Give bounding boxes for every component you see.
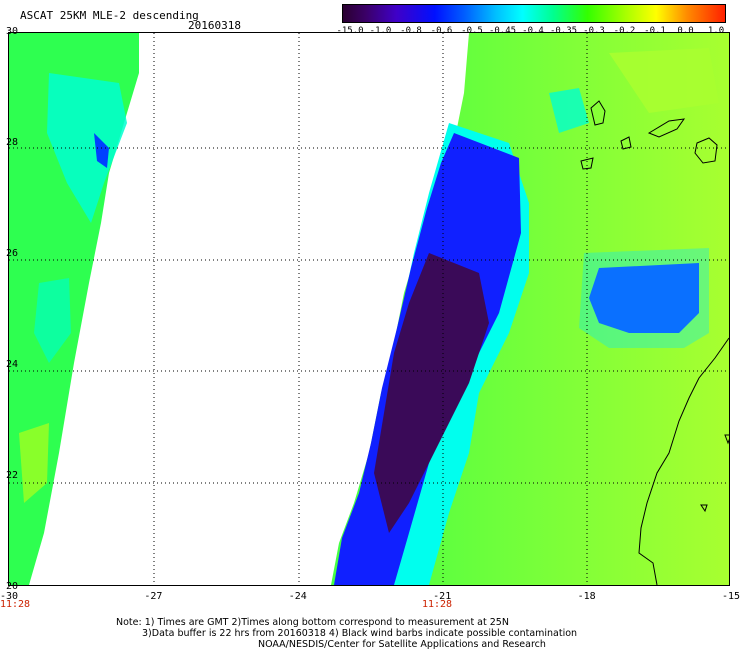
color-scale-tick: -0.6	[430, 26, 453, 36]
latitude-label: 20	[6, 581, 19, 592]
left-swath-cyan	[47, 73, 127, 223]
east-blue-patch	[589, 263, 699, 333]
longitude-label: -30	[0, 591, 19, 602]
product-title: ASCAT 25KM MLE-2 descending	[20, 9, 199, 22]
longitude-label: -24	[288, 591, 307, 602]
latitude-label: 26	[6, 248, 19, 259]
color-scale-tick: -0.5	[461, 26, 483, 36]
time-label-center: 11:28	[421, 599, 453, 610]
color-scale-tick: -0.1	[644, 26, 666, 36]
east-cyan-rim	[579, 248, 709, 348]
color-scale-tick: -0.35	[549, 26, 578, 36]
color-scale-tick: 0.0	[677, 26, 694, 36]
latitude-label: 28	[6, 137, 19, 148]
note-line-1: Note: 1) Times are GMT 2)Times along bot…	[116, 617, 509, 628]
wind-map	[9, 33, 729, 585]
longitude-label: -27	[144, 591, 163, 602]
graticule	[9, 33, 729, 585]
coastlines	[580, 100, 729, 585]
longitude-label: -18	[577, 591, 596, 602]
longitude-label: -21	[433, 591, 452, 602]
purple-core	[374, 253, 489, 533]
note-line-3: NOAA/NESDIS/Center for Satellite Applica…	[258, 639, 546, 650]
latitude-label: 30	[6, 26, 19, 37]
latitude-label: 24	[6, 359, 19, 370]
time-label-left: 11:28	[0, 599, 31, 610]
color-scale-tick: -0.45	[488, 26, 517, 36]
color-scale-tick: -0.2	[613, 26, 636, 36]
top-cyan-patch	[549, 88, 589, 133]
color-scale-tick: 1.0	[707, 26, 725, 36]
color-scale-tick: -0.4	[522, 26, 544, 36]
color-scale-bar	[342, 4, 726, 23]
left-swath-cyan-lower	[34, 278, 71, 363]
longitude-label: -15	[721, 591, 740, 602]
note-line-2: 3)Data buffer is 22 hrs from 20160318 4)…	[142, 628, 578, 639]
top-lime-patch	[609, 48, 719, 113]
map-frame	[8, 32, 730, 586]
color-scale-tick: -0.3	[583, 26, 605, 36]
color-scale-tick: -1.0	[369, 26, 392, 36]
product-date: 20160318	[188, 19, 241, 32]
color-scale-tick: -15.0	[336, 26, 364, 36]
latitude-label: 22	[6, 470, 19, 481]
color-scale-tick: -0.8	[400, 26, 422, 36]
left-swath-blue	[94, 133, 109, 168]
